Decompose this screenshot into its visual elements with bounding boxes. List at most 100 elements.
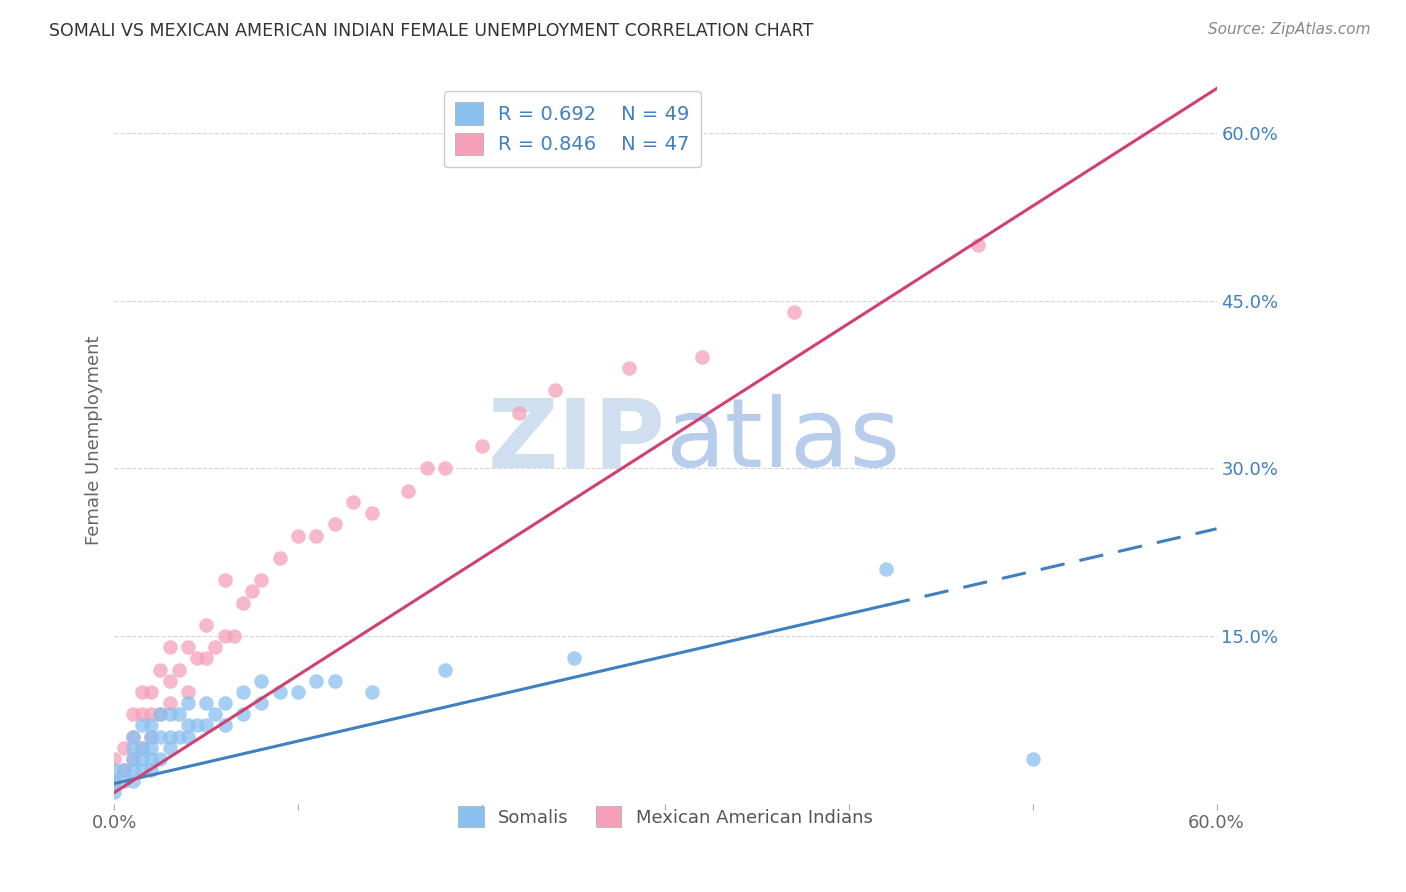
- Point: [360, 506, 382, 520]
- Point: [305, 528, 328, 542]
- Point: [305, 673, 328, 688]
- Point: [112, 740, 135, 755]
- Point: [287, 528, 309, 542]
- Point: [131, 685, 153, 699]
- Point: [508, 406, 530, 420]
- Point: [149, 663, 172, 677]
- Point: [103, 785, 125, 799]
- Point: [323, 517, 346, 532]
- Point: [149, 752, 172, 766]
- Point: [204, 707, 226, 722]
- Point: [195, 651, 218, 665]
- Point: [141, 730, 163, 744]
- Point: [177, 730, 200, 744]
- Point: [112, 774, 135, 789]
- Point: [1022, 752, 1045, 766]
- Point: [121, 730, 143, 744]
- Point: [121, 752, 143, 766]
- Point: [141, 730, 163, 744]
- Point: [232, 596, 254, 610]
- Point: [783, 305, 806, 319]
- Point: [875, 562, 897, 576]
- Point: [360, 685, 382, 699]
- Point: [204, 640, 226, 655]
- Point: [177, 685, 200, 699]
- Point: [269, 550, 291, 565]
- Point: [159, 696, 181, 710]
- Point: [177, 640, 200, 655]
- Point: [103, 763, 125, 777]
- Point: [141, 707, 163, 722]
- Text: atlas: atlas: [665, 394, 901, 487]
- Point: [149, 730, 172, 744]
- Point: [131, 752, 153, 766]
- Point: [103, 752, 125, 766]
- Point: [121, 763, 143, 777]
- Point: [131, 763, 153, 777]
- Point: [186, 718, 208, 732]
- Point: [617, 360, 640, 375]
- Point: [131, 718, 153, 732]
- Point: [222, 629, 245, 643]
- Point: [167, 707, 190, 722]
- Point: [149, 707, 172, 722]
- Point: [131, 740, 153, 755]
- Point: [121, 774, 143, 789]
- Point: [141, 718, 163, 732]
- Point: [434, 461, 457, 475]
- Point: [966, 238, 988, 252]
- Point: [141, 763, 163, 777]
- Point: [342, 495, 364, 509]
- Point: [121, 740, 143, 755]
- Point: [434, 663, 457, 677]
- Text: ZIP: ZIP: [488, 394, 665, 487]
- Point: [131, 707, 153, 722]
- Point: [177, 718, 200, 732]
- Point: [232, 707, 254, 722]
- Point: [269, 685, 291, 699]
- Legend: Somalis, Mexican American Indians: Somalis, Mexican American Indians: [451, 799, 880, 835]
- Point: [323, 673, 346, 688]
- Point: [250, 673, 273, 688]
- Point: [214, 629, 236, 643]
- Point: [232, 685, 254, 699]
- Point: [159, 740, 181, 755]
- Point: [195, 618, 218, 632]
- Text: Source: ZipAtlas.com: Source: ZipAtlas.com: [1208, 22, 1371, 37]
- Point: [112, 763, 135, 777]
- Point: [121, 752, 143, 766]
- Point: [121, 730, 143, 744]
- Point: [149, 707, 172, 722]
- Point: [177, 696, 200, 710]
- Point: [159, 673, 181, 688]
- Point: [471, 439, 494, 453]
- Point: [141, 740, 163, 755]
- Point: [287, 685, 309, 699]
- Point: [544, 384, 567, 398]
- Point: [141, 752, 163, 766]
- Point: [103, 774, 125, 789]
- Point: [250, 696, 273, 710]
- Point: [131, 740, 153, 755]
- Point: [141, 685, 163, 699]
- Point: [167, 730, 190, 744]
- Point: [240, 584, 263, 599]
- Point: [159, 640, 181, 655]
- Point: [195, 718, 218, 732]
- Point: [167, 663, 190, 677]
- Y-axis label: Female Unemployment: Female Unemployment: [86, 335, 103, 545]
- Point: [186, 651, 208, 665]
- Point: [103, 774, 125, 789]
- Point: [214, 718, 236, 732]
- Point: [121, 707, 143, 722]
- Point: [159, 707, 181, 722]
- Point: [396, 483, 419, 498]
- Point: [195, 696, 218, 710]
- Point: [690, 350, 713, 364]
- Point: [159, 730, 181, 744]
- Point: [214, 696, 236, 710]
- Point: [214, 573, 236, 587]
- Text: SOMALI VS MEXICAN AMERICAN INDIAN FEMALE UNEMPLOYMENT CORRELATION CHART: SOMALI VS MEXICAN AMERICAN INDIAN FEMALE…: [49, 22, 814, 40]
- Point: [250, 573, 273, 587]
- Point: [112, 763, 135, 777]
